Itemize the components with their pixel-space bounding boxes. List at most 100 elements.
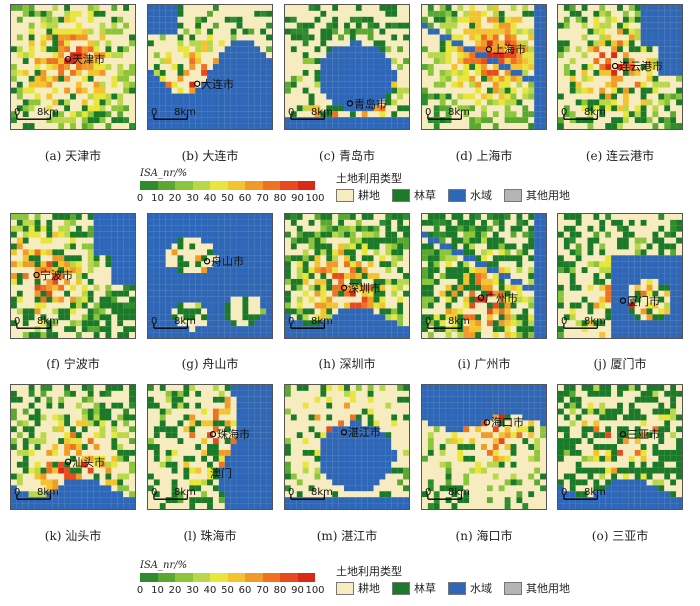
isa-color-swatch: [297, 181, 315, 190]
panel-caption: (n) 海口市: [455, 529, 513, 543]
city-label: 珠海市: [217, 428, 250, 441]
city-label: 三亚市: [627, 428, 660, 441]
scale-bar-label: 8km: [37, 316, 59, 327]
panel-caption: (d) 上海市: [455, 149, 513, 163]
map-panel: 广州市 0 8km: [421, 213, 547, 339]
map-panel: 连云港市 0 8km: [557, 4, 683, 130]
isa-tick-label: 20: [168, 585, 182, 596]
scale-bar-label: 8km: [584, 487, 606, 498]
landuse-legend: 土地利用类型 耕地 林草 水域 其他用地: [336, 563, 576, 597]
landuse-swatch: [448, 581, 466, 595]
isa-legend: ISA_nr/% 0 10 20 30 40 50 60 70 80 90 100: [136, 168, 325, 208]
city-label: 大连市: [201, 78, 234, 91]
city-label: 广州市: [485, 292, 518, 305]
city-label: 连云港市: [619, 60, 663, 73]
landuse-swatch: [504, 188, 522, 202]
isa-tick-label: 30: [186, 193, 199, 204]
scale-bar-label: 8km: [311, 107, 333, 118]
map-panel: 大连市 0 8km: [147, 4, 273, 130]
isa-tick-label: 40: [203, 193, 217, 204]
isa-color-swatch: [157, 181, 175, 190]
panel-caption: (b) 大连市: [181, 149, 239, 163]
isa-color-swatch: [280, 573, 298, 582]
scale-bar-label: 8km: [311, 487, 333, 498]
isa-tick-label: 10: [151, 193, 164, 204]
isa-color-swatch: [140, 181, 158, 190]
landuse-label: 水域: [470, 582, 492, 595]
scale-bar-label: 8km: [311, 316, 333, 327]
city-label: 深圳市: [348, 282, 381, 295]
isa-tick-label: 80: [273, 585, 287, 596]
landuse-legend-title: 土地利用类型: [336, 172, 402, 185]
city-label: 上海市: [493, 43, 526, 56]
isa-color-swatch: [175, 181, 193, 190]
isa-tick-label: 50: [221, 193, 234, 204]
panel-caption: (g) 舟山市: [181, 357, 239, 371]
isa-color-swatch: [210, 181, 228, 190]
isa-color-swatch: [175, 573, 193, 582]
map-panel: 舟山市 0 8km: [147, 213, 273, 339]
isa-color-swatch: [262, 181, 280, 190]
landuse-label: 其他用地: [526, 189, 570, 202]
panel-caption: (j) 厦门市: [593, 357, 647, 371]
landuse-legend-item: 水域: [448, 187, 492, 203]
scale-bar-label: 8km: [174, 316, 196, 327]
landuse-swatch: [336, 188, 354, 202]
panel-caption: (l) 珠海市: [183, 529, 237, 543]
city-label: 宁波市: [40, 269, 73, 282]
isa-color-swatch: [210, 573, 228, 582]
isa-color-ramp: [140, 181, 315, 190]
map-panel: 厦门市 0 8km: [557, 213, 683, 339]
isa-legend-title: ISA_nr/%: [140, 168, 188, 179]
city-label: 海口市: [491, 416, 524, 429]
map-panel: 汕头市 0 8km: [10, 384, 136, 510]
map-panel: 上海市 0 8km: [421, 4, 547, 130]
scale-bar-zero: 0: [425, 487, 432, 498]
isa-tick-label: 90: [291, 193, 304, 204]
landuse-legend-item: 林草: [392, 187, 436, 203]
city-label: 舟山市: [211, 255, 244, 268]
scale-bar-zero: 0: [151, 107, 158, 118]
isa-legend-title: ISA_nr/%: [140, 560, 188, 571]
landuse-label: 水域: [470, 189, 492, 202]
isa-tick-label: 10: [151, 585, 164, 596]
isa-tick-label: 20: [168, 193, 182, 204]
isa-tick-label: 0: [136, 193, 144, 204]
landuse-legend-item: 耕地: [336, 580, 380, 596]
isa-color-swatch: [192, 181, 210, 190]
landuse-label: 耕地: [358, 189, 380, 202]
scale-bar-zero: 0: [151, 316, 158, 327]
panel-caption: (i) 广州市: [457, 357, 511, 371]
isa-tick-label: 100: [305, 193, 325, 204]
scale-bar-zero: 0: [288, 107, 295, 118]
map-panel: 宁波市 0 8km: [10, 213, 136, 339]
isa-tick-label: 50: [221, 585, 234, 596]
isa-tick-label: 100: [305, 585, 325, 596]
landuse-legend-item: 其他用地: [504, 580, 570, 596]
isa-tick-label: 40: [203, 585, 217, 596]
scale-bar-label: 8km: [37, 107, 59, 118]
scale-bar-label: 8km: [448, 316, 470, 327]
isa-color-swatch: [140, 573, 158, 582]
map-panel: 珠海市 澳门 0 8km: [147, 384, 273, 510]
landuse-swatch: [504, 581, 522, 595]
map-panel: 海口市 0 8km: [421, 384, 547, 510]
panel-caption: (e) 连云港市: [585, 149, 655, 163]
scale-bar-zero: 0: [14, 107, 21, 118]
isa-tick-label: 80: [273, 193, 287, 204]
city-label-secondary: 澳门: [210, 467, 232, 480]
isa-legend: ISA_nr/% 0 10 20 30 40 50 60 70 80 90 100: [136, 560, 325, 600]
landuse-label: 林草: [414, 189, 436, 202]
scale-bar-label: 8km: [174, 487, 196, 498]
isa-color-swatch: [262, 573, 280, 582]
landuse-legend-item: 其他用地: [504, 187, 570, 203]
panel-caption: (m) 湛江市: [316, 529, 378, 543]
landuse-label: 其他用地: [526, 582, 570, 595]
map-panel: 湛江市 0 8km: [284, 384, 410, 510]
city-label: 厦门市: [627, 295, 660, 308]
scale-bar-label: 8km: [174, 107, 196, 118]
city-label: 天津市: [72, 53, 105, 66]
isa-tick-label: 0: [136, 585, 144, 596]
panel-caption: (h) 深圳市: [318, 357, 376, 371]
panel-caption: (k) 汕头市: [44, 529, 102, 543]
